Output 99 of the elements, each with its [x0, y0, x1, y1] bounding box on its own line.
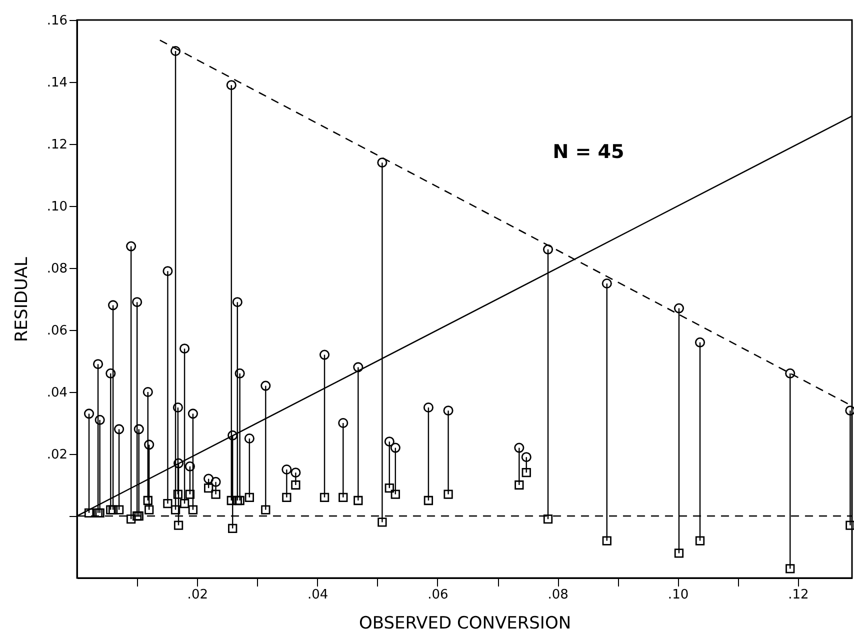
point: [521, 452, 532, 462]
point: [695, 536, 705, 546]
point: [108, 505, 118, 514]
point: [204, 484, 214, 493]
point: [282, 492, 292, 502]
y-tick-label: .16: [46, 14, 68, 28]
point: [290, 468, 301, 478]
point: [694, 337, 706, 348]
point: [94, 414, 105, 425]
point: [234, 368, 245, 378]
y-tick-label: .06: [46, 324, 68, 338]
point: [228, 430, 238, 440]
point: [211, 490, 220, 499]
point: [114, 424, 124, 434]
point: [144, 505, 154, 514]
point: [172, 402, 183, 413]
point: [173, 490, 183, 499]
point: [232, 297, 242, 308]
x-tick-label: .08: [548, 588, 568, 602]
y-tick-label: .02: [46, 448, 68, 462]
point: [180, 344, 190, 354]
point: [142, 386, 153, 398]
point: [226, 80, 236, 90]
point: [92, 359, 104, 370]
point: [390, 442, 400, 453]
point: [180, 499, 190, 508]
point: [126, 514, 136, 524]
point: [143, 496, 152, 506]
y-axis-title: RESIDUAL: [12, 256, 32, 342]
point: [384, 484, 394, 493]
point: [108, 300, 118, 310]
point: [126, 241, 136, 252]
point: [846, 520, 854, 530]
point: [444, 490, 453, 499]
point: [320, 492, 330, 502]
point: [291, 480, 300, 490]
point: [235, 496, 244, 506]
y-tick-label: .14: [46, 76, 68, 90]
point: [786, 564, 795, 574]
y-tick-label: .10: [46, 200, 68, 214]
annotation: N = 45: [552, 141, 624, 164]
point: [132, 297, 142, 308]
point: [228, 524, 238, 533]
point: [338, 418, 348, 428]
point: [170, 46, 181, 56]
point: [423, 402, 434, 413]
point: [845, 406, 854, 416]
point: [543, 514, 553, 524]
point: [338, 492, 348, 502]
point: [674, 548, 684, 558]
point: [84, 508, 94, 518]
point: [514, 480, 524, 490]
point: [384, 436, 394, 447]
x-tick-label: .04: [307, 588, 328, 602]
x-tick-label: .02: [187, 588, 208, 602]
point: [134, 424, 144, 434]
point: [188, 505, 198, 514]
point: [170, 505, 180, 514]
point: [282, 464, 292, 475]
point: [514, 442, 524, 453]
point: [204, 474, 214, 484]
point: [226, 496, 236, 506]
point: [184, 461, 195, 472]
y-tick-label: .08: [46, 262, 68, 276]
point: [174, 520, 184, 530]
point: [185, 490, 195, 499]
point: [602, 536, 612, 546]
point: [602, 278, 612, 289]
point: [244, 433, 254, 444]
point: [261, 505, 270, 514]
point: [378, 518, 387, 527]
point: [319, 350, 330, 360]
point: [260, 380, 271, 391]
point: [443, 406, 454, 416]
x-tick-label: .10: [668, 588, 689, 602]
point: [424, 496, 434, 506]
point: [377, 158, 388, 168]
point: [84, 408, 94, 419]
point: [353, 362, 364, 372]
point: [106, 368, 116, 378]
point: [163, 499, 172, 508]
point: [244, 492, 254, 502]
point: [188, 408, 198, 419]
point: [785, 368, 796, 378]
x-tick-label: .06: [428, 588, 448, 602]
point: [210, 476, 221, 487]
y-tick-label: .12: [46, 138, 68, 152]
point: [162, 266, 173, 276]
x-axis-title: OBSERVED CONVERSION: [358, 614, 572, 634]
x-tick-label: .12: [788, 588, 809, 602]
point: [522, 468, 531, 478]
point: [144, 440, 154, 450]
point: [354, 496, 363, 506]
point: [390, 490, 400, 499]
point: [674, 303, 684, 314]
point: [174, 458, 184, 468]
point: [114, 505, 124, 514]
point: [542, 244, 554, 254]
y-tick-label: .04: [46, 386, 68, 400]
